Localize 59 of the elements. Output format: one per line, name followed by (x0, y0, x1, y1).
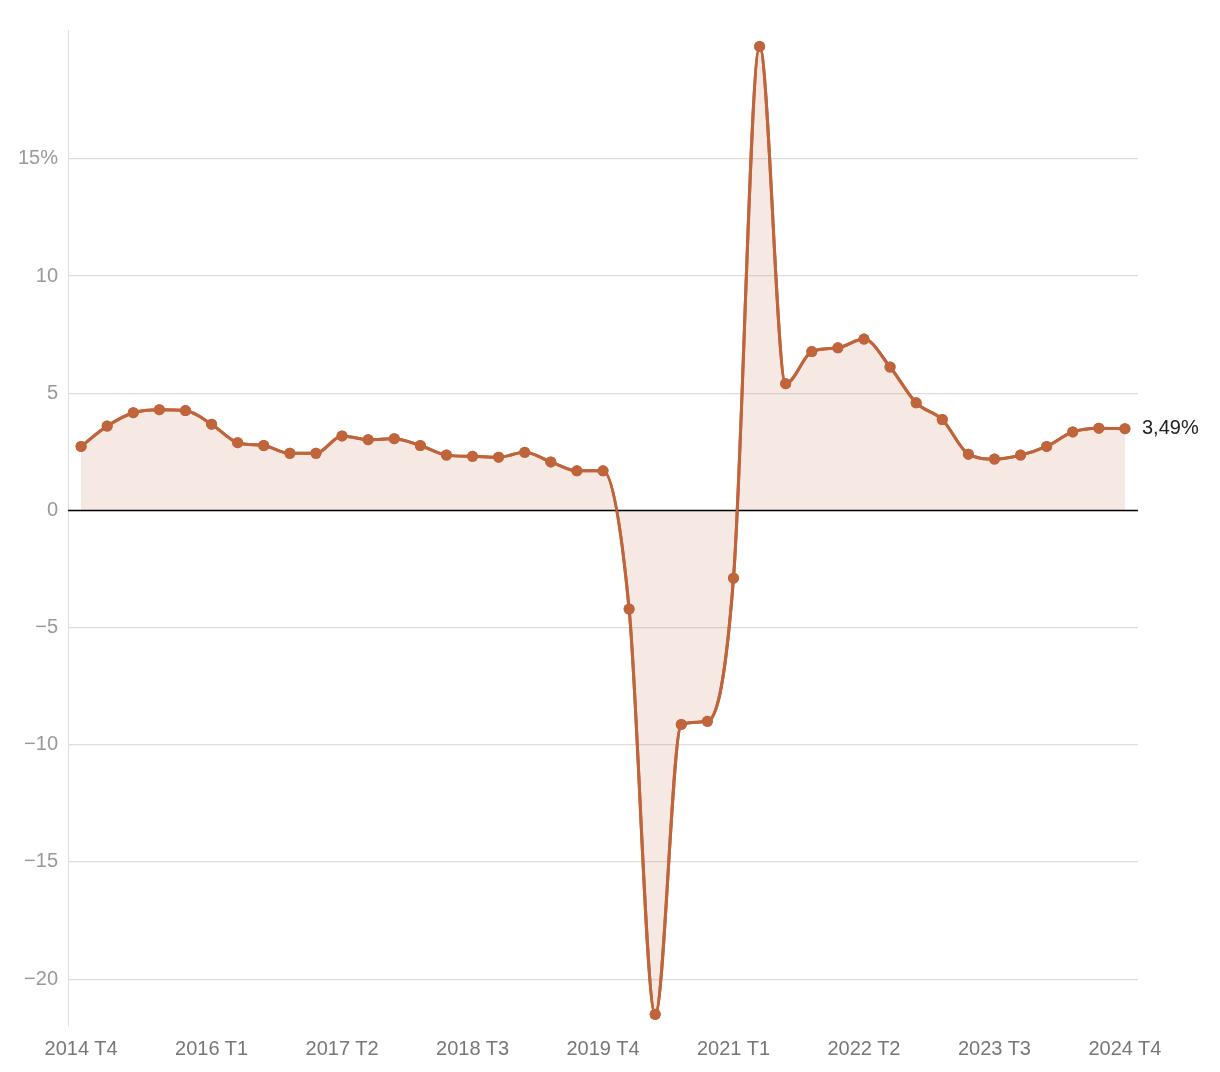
point (1119, 423, 1131, 435)
x-tick-label: 2019 T4 (566, 1036, 640, 1059)
point (75, 440, 87, 452)
point (858, 333, 870, 345)
point (988, 453, 1000, 465)
point (414, 440, 426, 452)
point (545, 456, 557, 468)
point (910, 397, 922, 409)
point (101, 420, 113, 432)
point (1015, 449, 1027, 461)
y-tick-label: −15 (24, 849, 59, 872)
point (127, 407, 139, 419)
point (884, 361, 896, 373)
y-tick-label: 5 (46, 380, 59, 403)
point (440, 449, 452, 461)
point (701, 715, 713, 727)
y-tick-label: 10 (35, 263, 59, 286)
y-tick-label: −20 (24, 966, 59, 989)
point (780, 378, 792, 390)
point (649, 1008, 661, 1020)
point (362, 434, 374, 446)
point (675, 718, 687, 730)
point (832, 342, 844, 354)
point (284, 447, 296, 459)
point (310, 447, 322, 459)
point (571, 465, 583, 477)
x-tick-label: 2024 T4 (1088, 1036, 1162, 1059)
y-tick-label: 15% (18, 146, 59, 169)
x-tick-label: 2016 T1 (175, 1036, 249, 1059)
point (1067, 426, 1079, 438)
x-tick-label: 2022 T2 (827, 1036, 901, 1059)
point (754, 40, 766, 52)
x-tick-label: 2021 T1 (696, 1036, 771, 1059)
point (597, 465, 609, 477)
point (388, 433, 400, 445)
point (519, 446, 531, 458)
x-tick-label: 2014 T4 (44, 1036, 118, 1059)
point (1093, 422, 1105, 434)
point (1041, 440, 1053, 452)
point (336, 430, 348, 442)
y-tick-label: −10 (24, 732, 59, 755)
point (962, 448, 974, 460)
x-tick-label: 2023 T3 (957, 1036, 1031, 1059)
point (179, 405, 191, 417)
point (623, 603, 635, 615)
x-tick-label: 2017 T2 (305, 1036, 379, 1059)
point (806, 346, 818, 358)
point (936, 414, 948, 425)
point (258, 440, 270, 452)
annotation: 3,49% (1141, 416, 1199, 439)
point (153, 404, 165, 416)
point (728, 572, 739, 584)
point (232, 437, 244, 449)
y-tick-label: 0 (46, 497, 59, 520)
point (206, 418, 218, 430)
x-tick-label: 2018 T3 (436, 1036, 510, 1059)
point (467, 450, 479, 462)
y-tick-label: −5 (35, 615, 59, 638)
point (493, 451, 505, 463)
